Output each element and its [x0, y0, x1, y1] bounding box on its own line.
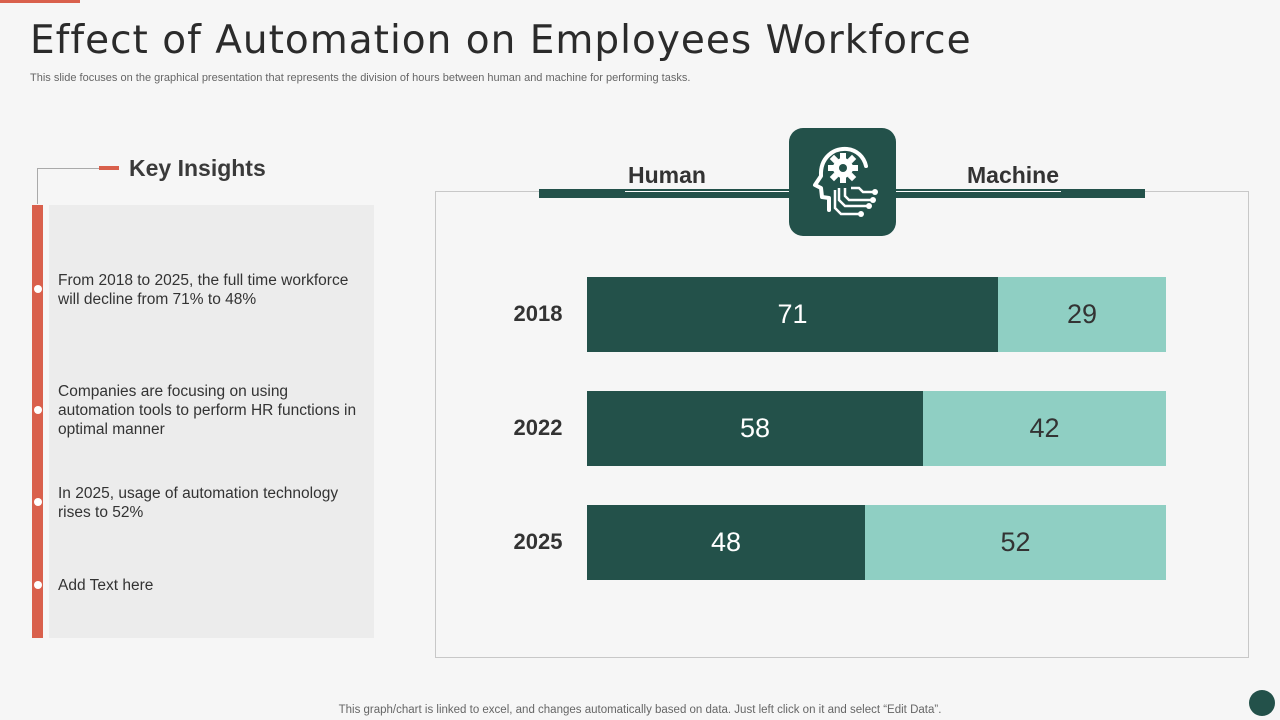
page-title: Effect of Automation on Employees Workfo…: [30, 18, 972, 63]
bar-value-label: 29: [1066, 299, 1098, 329]
corner-badge: [1249, 690, 1275, 716]
bar-machine-2025: 52: [865, 505, 1166, 580]
insight-bullet: [34, 581, 42, 589]
bar-human-2022: 58: [587, 391, 923, 466]
bar-machine-2018: 29: [998, 277, 1166, 352]
insight-item: From 2018 to 2025, the full time workfor…: [58, 272, 349, 308]
insights-panel: [49, 205, 374, 638]
automation-icon-box: [789, 128, 896, 236]
insight-item: Companies are focusing on using automati…: [58, 383, 357, 438]
insights-heading: Key Insights: [129, 155, 266, 181]
top-accent-bar: [0, 0, 80, 3]
bar-machine-2022: 42: [923, 391, 1166, 466]
page-subtitle: This slide focuses on the graphical pres…: [30, 72, 691, 84]
header-divider-left: [625, 191, 790, 192]
year-label-2025: 2025: [513, 529, 563, 554]
legend-human: Human: [628, 162, 706, 188]
year-label-2022: 2022: [513, 415, 563, 440]
year-label-2018: 2018: [513, 301, 563, 326]
insights-connector-vertical: [37, 168, 38, 204]
bar-value-label: 42: [1029, 413, 1060, 443]
bar-human-2018: 71: [587, 277, 998, 352]
insight-item: Add Text here: [58, 577, 154, 594]
legend-machine: Machine: [967, 162, 1060, 188]
insight-bullet: [34, 285, 42, 293]
header-divider-right: [896, 191, 1061, 192]
footer-note: This graph/chart is linked to excel, and…: [338, 704, 942, 716]
insights-side-bar: [32, 205, 43, 638]
bar-value-label: 52: [1000, 527, 1031, 557]
insight-bullet: [34, 498, 42, 506]
insights-title-accent: [99, 166, 119, 170]
bar-value-label: 71: [777, 299, 808, 329]
insights-connector-horizontal: [37, 168, 99, 169]
bar-value-label: 58: [739, 413, 771, 443]
bar-human-2025: 48: [587, 505, 865, 580]
insight-bullet: [34, 406, 42, 414]
insight-item: In 2025, usage of automation technology …: [58, 485, 339, 521]
head-gear-circuit-icon: [813, 146, 878, 217]
bar-value-label: 48: [710, 527, 742, 557]
